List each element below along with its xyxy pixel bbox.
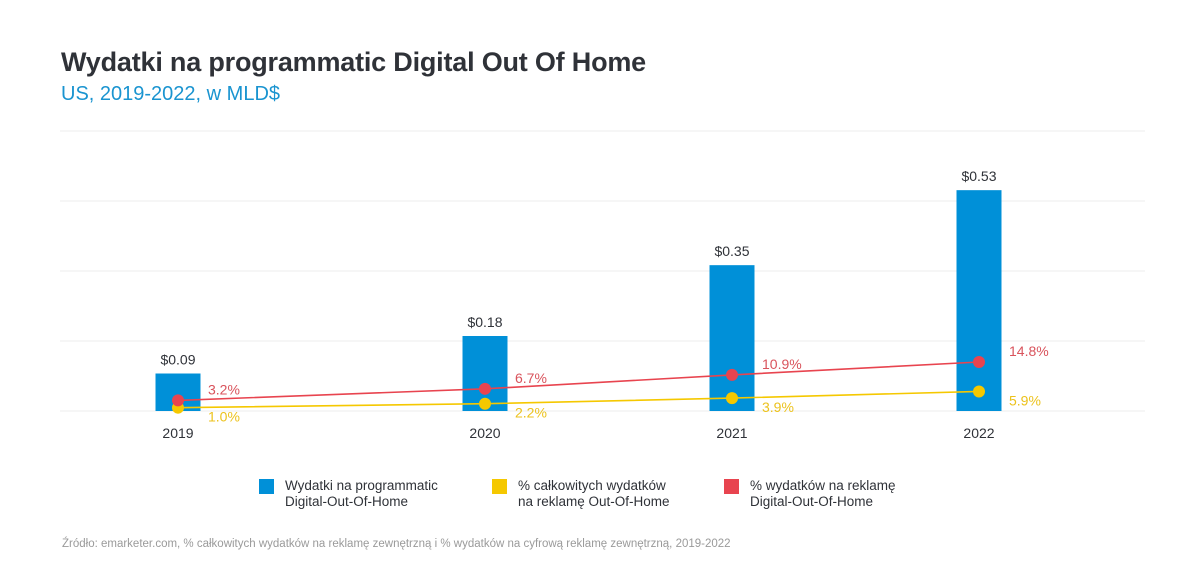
- dooh-share-value-label: 3.2%: [208, 381, 240, 397]
- bar-value-label: $0.09: [160, 352, 195, 368]
- ooh-share-value-label: 2.2%: [515, 405, 547, 421]
- dooh-share-value-label: 14.8%: [1009, 343, 1049, 359]
- ooh-share-line: [177, 390, 980, 409]
- dooh-share-line: [177, 361, 980, 402]
- chart-title: Wydatki na programmatic Digital Out Of H…: [61, 47, 646, 77]
- dooh-share-point: [172, 394, 184, 407]
- legend-item-ooh-share: % całkowitych wydatków na reklamę Out-Of-…: [492, 478, 670, 510]
- bar-value-label: $0.18: [467, 314, 502, 330]
- x-tick-label: 2022: [963, 425, 994, 441]
- legend-swatch-blue: [259, 479, 274, 494]
- ooh-share-point: [973, 385, 985, 398]
- dooh-share-point: [479, 382, 491, 395]
- legend-item-bars: Wydatki na programmatic Digital-Out-Of-Ho…: [259, 478, 438, 510]
- ooh-share-value-label: 3.9%: [762, 399, 794, 415]
- x-tick-label: 2020: [469, 425, 500, 441]
- legend-label: % całkowitych wydatków na reklamę Out-Of-…: [518, 478, 670, 509]
- bar-2021: [709, 265, 755, 411]
- ooh-share-point: [479, 397, 491, 410]
- dooh-share-value-label: 10.9%: [762, 356, 802, 372]
- source-note: Źródło: emarketer.com, % całkowitych wyd…: [62, 538, 731, 550]
- bar-value-label: $0.35: [714, 243, 749, 259]
- chart-subtitle: US, 2019-2022, w MLD$: [61, 83, 281, 105]
- legend-swatch-yellow: [492, 479, 507, 494]
- dooh-share-point: [726, 368, 738, 381]
- legend-label: % wydatków na reklamę Digital-Out-Of-Home: [750, 478, 896, 509]
- dooh-share-value-label: 6.7%: [515, 370, 547, 386]
- legend-swatch-red: [724, 479, 739, 494]
- dooh-share-point: [973, 356, 985, 368]
- chart-area: $0.09 2019 $0.18 2020 $0.35 2021 $0.53 2022 1.0%…: [60, 130, 1145, 441]
- legend-item-dooh-share: % wydatków na reklamę Digital-Out-Of-Home: [724, 478, 896, 510]
- bar-value-label: $0.53: [961, 168, 996, 184]
- bar-2022: [956, 190, 1002, 411]
- ooh-share-value-label: 1.0%: [208, 409, 240, 425]
- x-tick-label: 2019: [162, 425, 193, 441]
- ooh-share-value-label: 5.9%: [1009, 392, 1041, 408]
- x-tick-label: 2021: [716, 425, 747, 441]
- legend-label: Wydatki na programmatic Digital-Out-Of-Ho…: [285, 478, 438, 509]
- ooh-share-point: [726, 392, 738, 405]
